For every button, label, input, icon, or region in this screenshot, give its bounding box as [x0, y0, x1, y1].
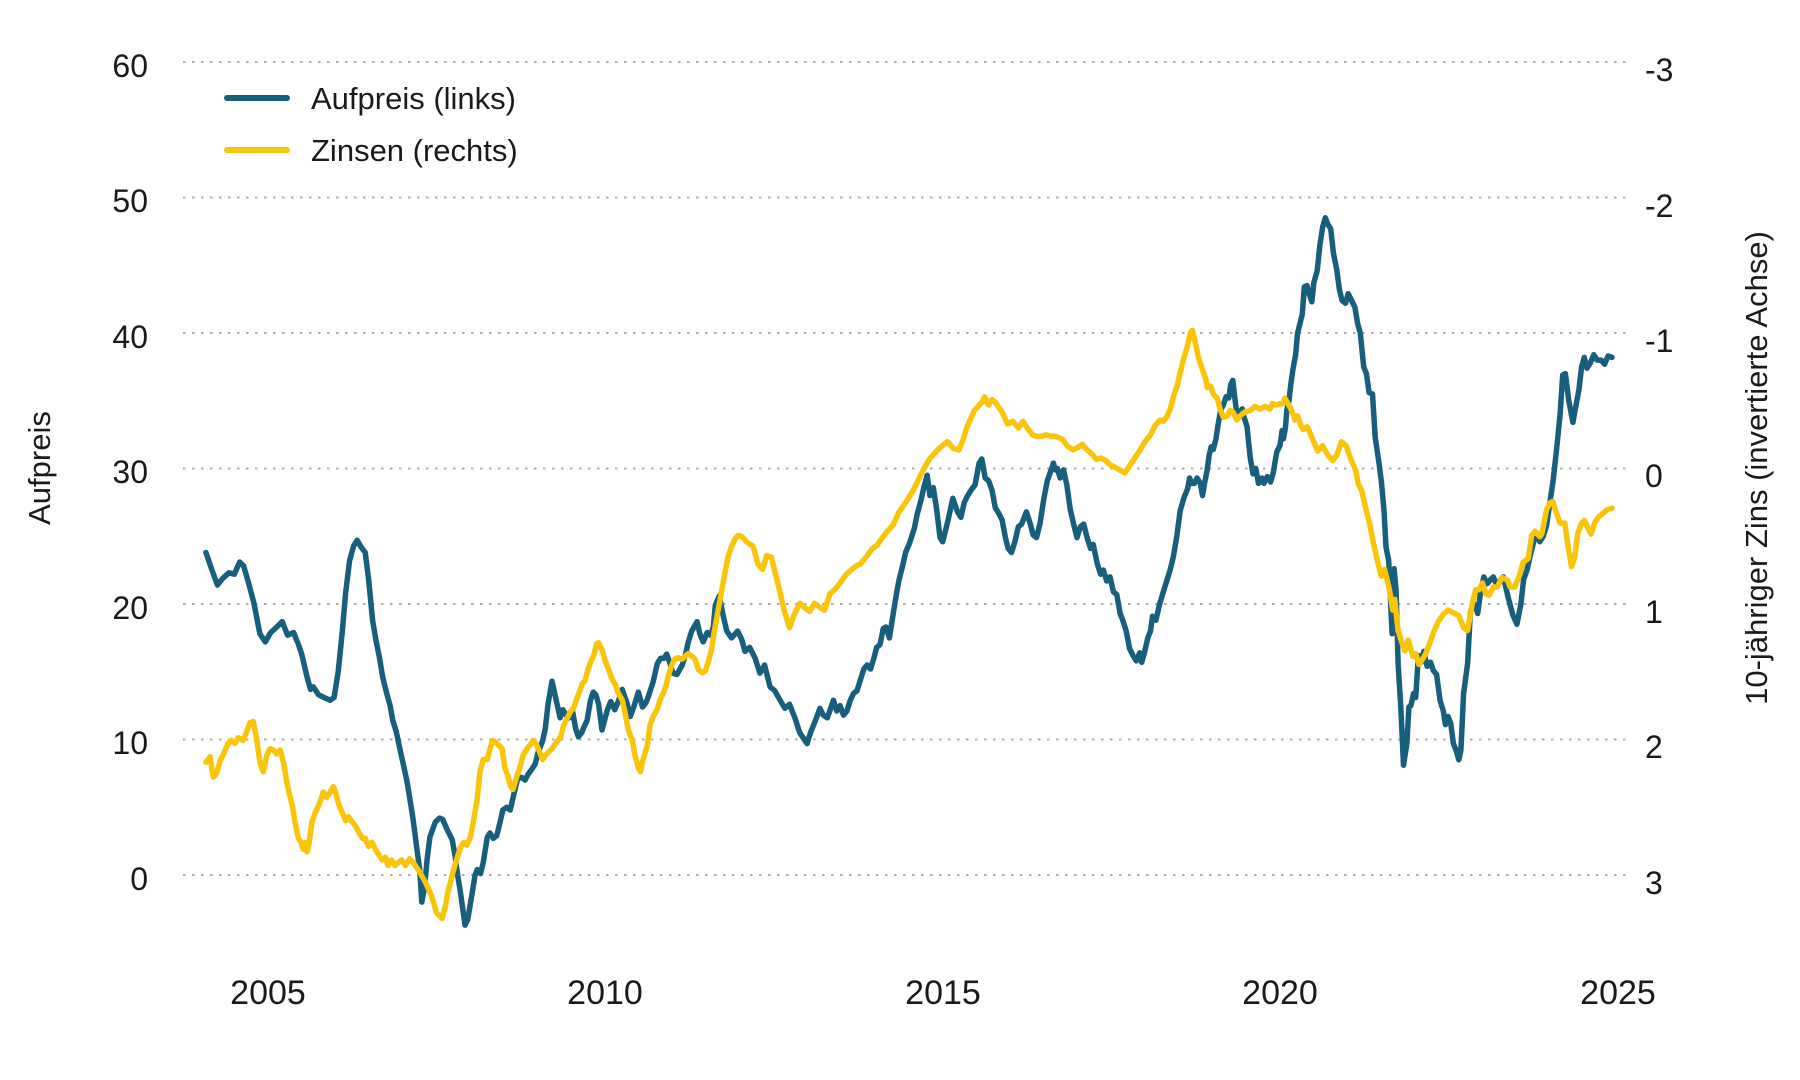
x-axis-tick-2020: 2020: [1242, 974, 1318, 1012]
right-axis-tick-1: 1: [1645, 594, 1663, 630]
right-axis-tick-2: 2: [1645, 729, 1663, 765]
left-axis-tick-30: 30: [112, 454, 148, 490]
left-axis-tick-60: 60: [112, 48, 148, 84]
left-axis-tick-40: 40: [112, 319, 148, 355]
zinsen-line: [203, 327, 1615, 922]
right-axis-tick-3: 3: [1645, 865, 1663, 901]
x-axis-tick-2015: 2015: [905, 974, 981, 1012]
right-axis-tick-neg3: -3: [1645, 52, 1674, 88]
zinsen-legend-line-icon: [224, 147, 290, 153]
zinsen-legend-label: Zinsen (rechts): [311, 133, 518, 168]
aufpreis-legend-line-icon: [224, 95, 290, 101]
x-axis-tick-2005: 2005: [230, 974, 306, 1012]
aufpreis-legend-label: Aufpreis (links): [311, 81, 516, 116]
right-axis-tick-0: 0: [1645, 458, 1663, 494]
right-axis-tick-neg1: -1: [1645, 323, 1674, 359]
aufpreis-line: [203, 215, 1615, 928]
x-axis-tick-2010: 2010: [567, 974, 643, 1012]
right-axis-tick-neg2: -2: [1645, 188, 1674, 224]
left-axis-tick-50: 50: [112, 183, 148, 219]
left-axis-tick-10: 10: [112, 725, 148, 761]
x-axis-tick-2025: 2025: [1580, 974, 1656, 1012]
left-axis-tick-20: 20: [112, 590, 148, 626]
left-axis-tick-0: 0: [130, 861, 148, 897]
right-axis-title: 10-jähriger Zins (invertierte Achse): [1739, 231, 1774, 705]
left-axis-title: Aufpreis: [22, 411, 57, 525]
